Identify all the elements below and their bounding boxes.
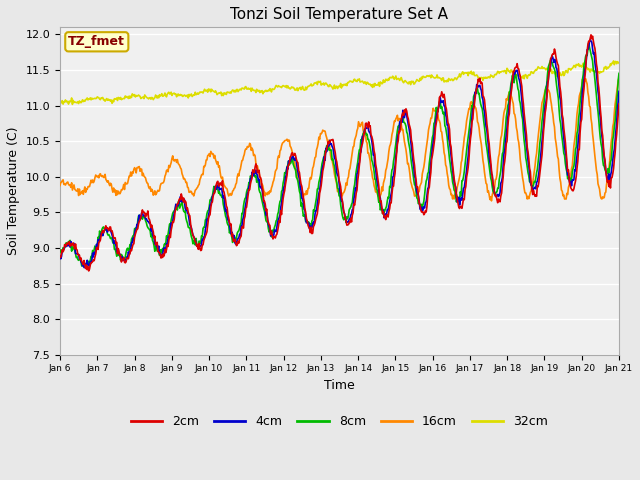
32cm — [408, 79, 416, 85]
4cm — [586, 37, 594, 43]
Line: 4cm: 4cm — [60, 40, 619, 268]
8cm — [181, 208, 189, 214]
32cm — [425, 73, 433, 79]
2cm — [587, 32, 595, 38]
16cm — [180, 176, 188, 181]
Line: 16cm: 16cm — [60, 78, 619, 201]
2cm — [125, 256, 132, 262]
2cm — [66, 243, 74, 249]
4cm — [615, 88, 623, 94]
4cm — [66, 244, 74, 250]
4cm — [125, 249, 132, 255]
Y-axis label: Soil Temperature (C): Soil Temperature (C) — [7, 127, 20, 255]
Line: 32cm: 32cm — [60, 61, 619, 105]
16cm — [424, 135, 431, 141]
8cm — [125, 248, 132, 253]
2cm — [56, 255, 64, 261]
4cm — [425, 184, 433, 190]
Line: 2cm: 2cm — [60, 35, 619, 271]
2cm — [181, 198, 189, 204]
8cm — [66, 238, 74, 243]
2cm — [85, 268, 93, 274]
32cm — [181, 93, 189, 98]
Text: TZ_fmet: TZ_fmet — [68, 36, 125, 48]
4cm — [56, 253, 64, 259]
16cm — [488, 198, 495, 204]
2cm — [615, 101, 623, 107]
32cm — [211, 89, 218, 95]
8cm — [56, 250, 64, 255]
32cm — [610, 58, 618, 64]
8cm — [211, 189, 218, 195]
16cm — [66, 182, 74, 188]
2cm — [408, 141, 416, 146]
2cm — [425, 187, 433, 192]
16cm — [615, 75, 623, 81]
8cm — [615, 71, 623, 76]
Title: Tonzi Soil Temperature Set A: Tonzi Soil Temperature Set A — [230, 7, 449, 22]
32cm — [125, 96, 132, 101]
4cm — [211, 187, 218, 192]
Legend: 2cm, 4cm, 8cm, 16cm, 32cm: 2cm, 4cm, 8cm, 16cm, 32cm — [126, 410, 553, 433]
16cm — [210, 155, 218, 161]
16cm — [408, 181, 415, 187]
4cm — [181, 205, 189, 211]
32cm — [68, 102, 76, 108]
8cm — [585, 40, 593, 46]
16cm — [56, 182, 64, 188]
32cm — [56, 101, 64, 107]
32cm — [615, 60, 623, 66]
32cm — [66, 99, 74, 105]
8cm — [408, 165, 416, 171]
8cm — [425, 169, 433, 175]
8cm — [80, 264, 88, 269]
4cm — [83, 265, 90, 271]
2cm — [211, 190, 218, 196]
4cm — [408, 150, 416, 156]
X-axis label: Time: Time — [324, 379, 355, 392]
Line: 8cm: 8cm — [60, 43, 619, 266]
16cm — [124, 180, 131, 186]
